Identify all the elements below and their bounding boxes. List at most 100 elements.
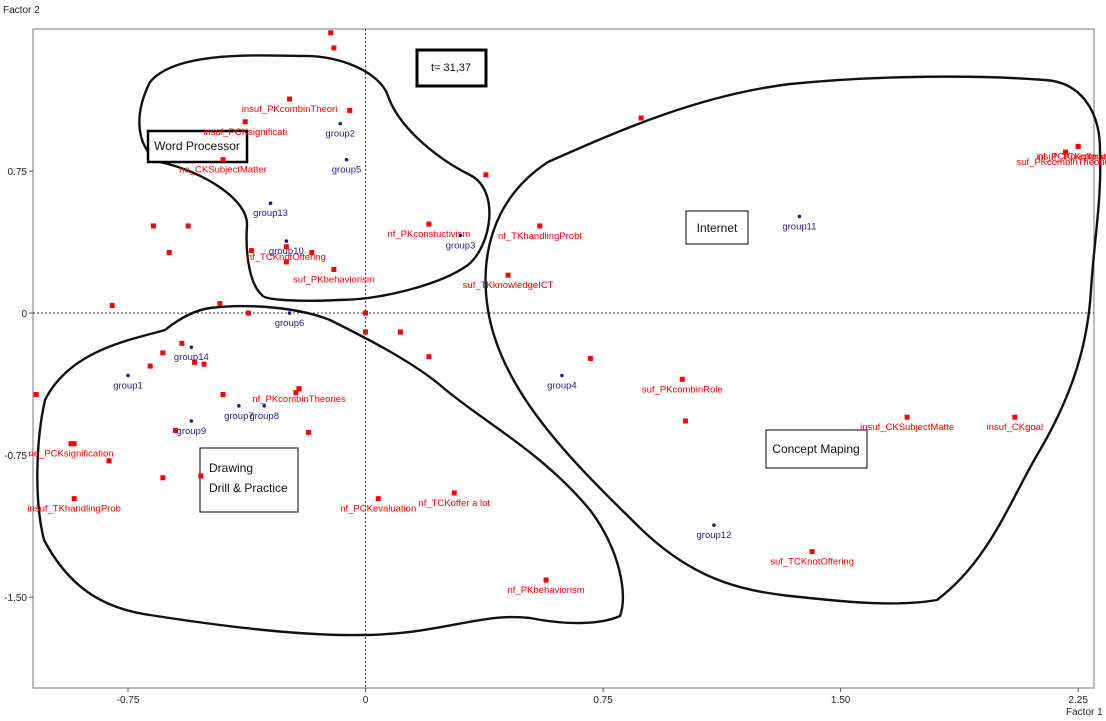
modality-point [587, 356, 593, 361]
modality-point [217, 301, 223, 307]
group-point [458, 233, 463, 238]
modality-label: nf_TCKoffer a lot [418, 498, 490, 509]
modality-point [245, 310, 251, 316]
group-point [560, 373, 564, 378]
group-point [268, 201, 273, 206]
modality-point [426, 354, 432, 360]
modality-point [173, 427, 179, 433]
modality-point [192, 359, 198, 365]
modality-point [150, 223, 156, 229]
modality-point [68, 441, 74, 447]
t-statistic-box: t= 31,37 [415, 48, 488, 88]
group-point [284, 239, 289, 243]
modality-label: nf_PKbehaviorism [508, 585, 585, 596]
group-label: group5 [332, 165, 362, 176]
y-axis-ticks: 0.75 0 -0.75 -1.50 [4, 167, 33, 604]
internet-label-box: Internet [685, 210, 749, 245]
modality-point [71, 496, 77, 502]
modality-point [505, 272, 511, 278]
modality-label: insuf_TCKoffer a lot [1036, 151, 1106, 162]
drawing-label-line1: Drawing [209, 461, 253, 475]
group-label: group6 [275, 318, 305, 329]
modality-point [166, 249, 172, 255]
modality-point [220, 157, 226, 163]
modality-point [426, 221, 432, 227]
modality-label: insuf_PKcombinTheori [242, 104, 338, 115]
modality-point [160, 350, 166, 356]
modality-label: nf_PKconstuctivism [387, 229, 470, 240]
modality-point [363, 310, 369, 316]
modality-point [179, 340, 185, 346]
group-points: group1 group2 group3 group4 group5 group6 grou… [113, 121, 817, 541]
group-label: group2 [325, 129, 355, 140]
modality-point [198, 473, 204, 479]
x-tick-label: 1.50 [831, 695, 851, 706]
modality-point [638, 115, 644, 121]
modality-point [1075, 143, 1081, 149]
modality-point [543, 577, 549, 583]
group-label: group1 [113, 381, 143, 392]
modality-label: insuf_PCKsignificati [203, 127, 287, 138]
word-processor-label: Word Processor [154, 139, 240, 153]
internet-label: Internet [697, 221, 738, 235]
modality-point [306, 429, 312, 435]
drawing-outline [36, 304, 625, 637]
group-label: group9 [177, 426, 207, 437]
y-tick-label: -0.75 [4, 451, 27, 462]
modality-point [33, 391, 39, 397]
modality-point [296, 386, 302, 392]
zero-lines [33, 29, 1094, 688]
modality-label: insuf_TKhandlingProb [27, 504, 120, 515]
group-label: group12 [697, 530, 732, 541]
modality-label: ne_CKSubjectMatter [179, 165, 267, 176]
modality-point [904, 414, 910, 420]
modality-label: insuf_CKSubjectMatte [860, 422, 954, 433]
modality-label: nf_PCKevaluation [340, 504, 416, 515]
group-point [797, 214, 802, 219]
modality-point [809, 549, 815, 555]
modality-point [283, 244, 289, 250]
x-tick-label: 0 [363, 695, 369, 706]
modality-point [109, 302, 115, 308]
modality-point [397, 329, 403, 335]
group-point [237, 404, 241, 408]
modality-label: insuf_CKgoal [987, 422, 1044, 433]
modality-point [309, 249, 315, 255]
word-processor-outline [138, 54, 491, 302]
modality-label: ne_PCKsignification [28, 449, 113, 460]
word-processor-label-box: Word Processor [146, 129, 249, 164]
modality-label: nf_PKcombinTheories [252, 394, 346, 405]
modality-point [483, 172, 489, 178]
modality-point [185, 223, 191, 229]
y-tick-label: -1.50 [4, 593, 27, 604]
modality-point [682, 418, 688, 424]
plot-frame [32, 28, 1095, 689]
group-label: group8 [249, 411, 279, 422]
group-point [189, 345, 194, 349]
modality-label: suf_PKcombinRole [642, 384, 723, 395]
y-tick-label: 0 [21, 309, 27, 320]
group-label: group14 [174, 352, 209, 363]
x-tick-label: -0.75 [117, 695, 140, 706]
modality-point [242, 119, 248, 125]
x-tick-label: 2.25 [1068, 695, 1088, 706]
modality-label: suf_TKknowledgeICT [463, 280, 554, 291]
modality-point [1062, 149, 1068, 155]
concept-maping-label: Concept Maping [772, 442, 859, 456]
modality-point [201, 361, 207, 367]
modality-point [293, 390, 299, 396]
group-label: group7 [224, 411, 254, 422]
modality-point [363, 329, 369, 335]
modality-label: nf_TKhandlingProbl [498, 231, 581, 242]
drawing-label-line2: Drill & Practice [209, 481, 288, 495]
group-label: group11 [782, 221, 816, 232]
unlabeled-points [33, 30, 688, 481]
group-label: group10 [269, 246, 304, 257]
group-point [338, 121, 343, 126]
modality-points: insuf_PCKsignificati insuf_PKcombinTheori… [27, 96, 1106, 596]
group-label: group13 [253, 208, 288, 219]
cluster-outlines [36, 54, 1102, 637]
modality-label: suf_TCKnotOffering [770, 557, 854, 568]
modality-point [375, 496, 381, 502]
